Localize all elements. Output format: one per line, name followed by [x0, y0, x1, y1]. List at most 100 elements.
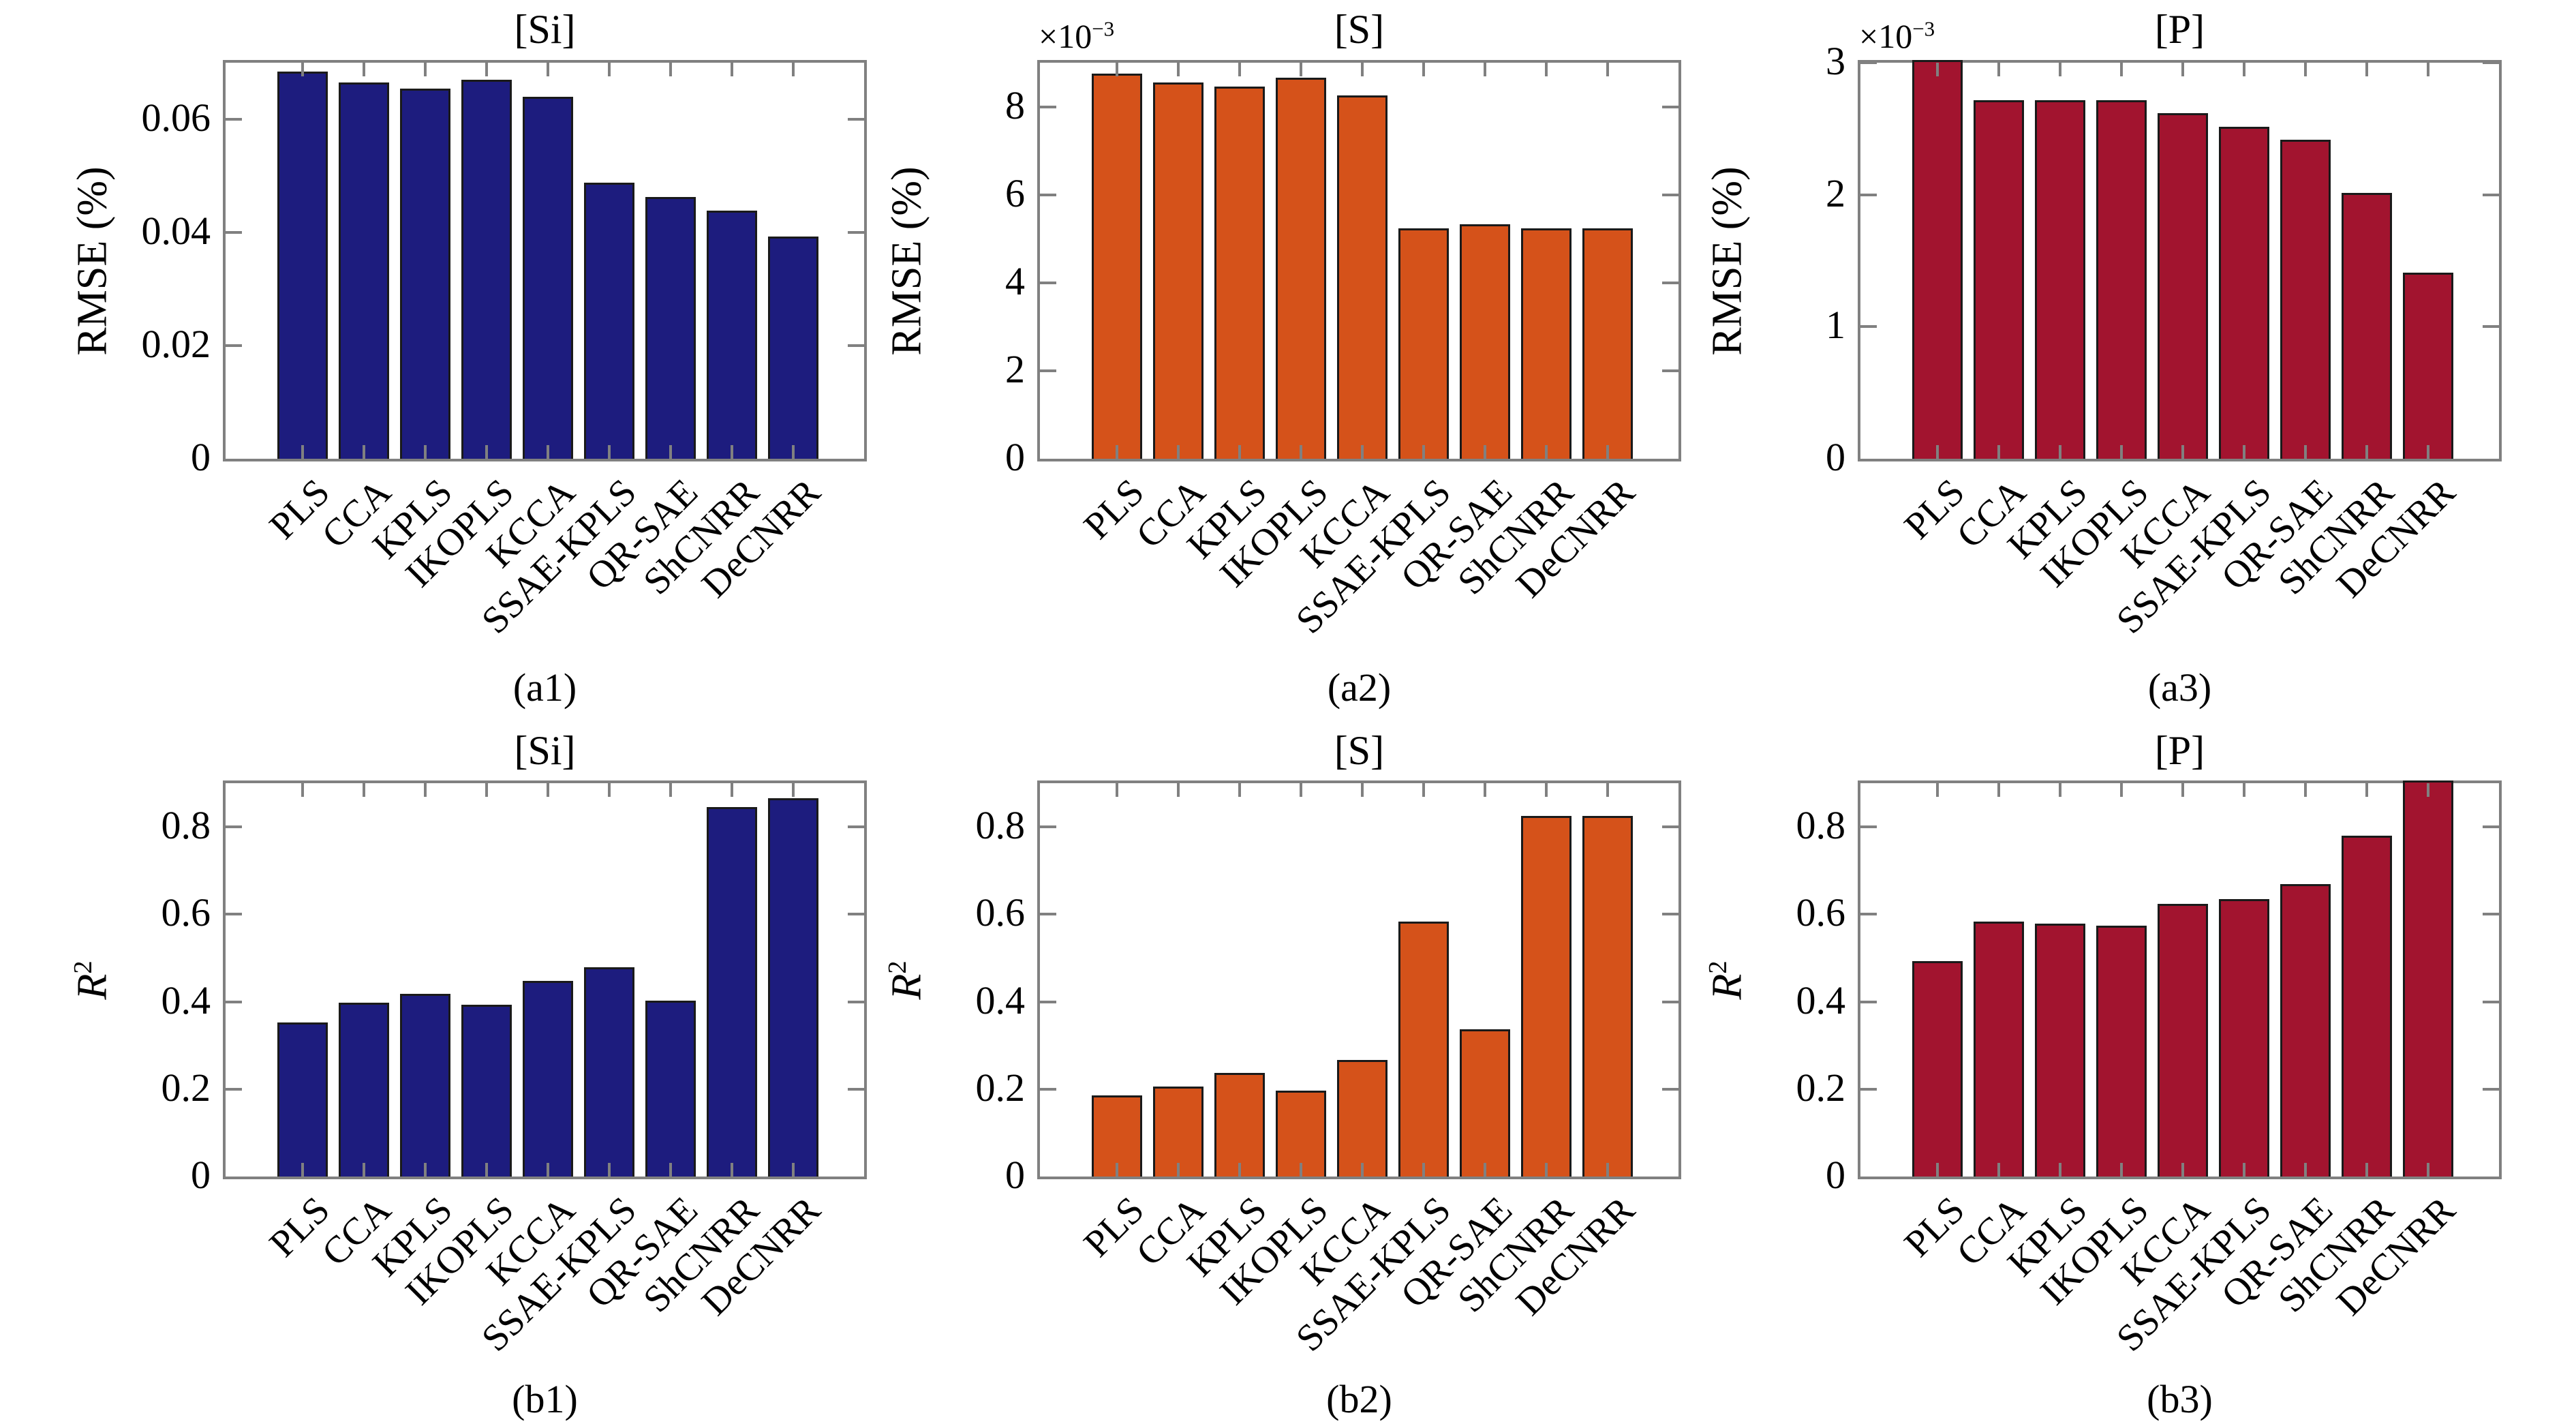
bar-IKOPLS	[2096, 100, 2147, 459]
x-tick-mark	[1997, 783, 2000, 797]
subplot-caption: (a2)	[1327, 665, 1392, 710]
bar-KCCA	[522, 97, 573, 459]
x-tick-mark	[1238, 1163, 1241, 1177]
x-tick-mark	[2242, 445, 2245, 459]
y-tick-label: 1	[1826, 303, 1845, 348]
y-tick-mark	[1040, 105, 1056, 108]
x-tick-mark	[1238, 783, 1241, 797]
bar-IKOPLS	[2096, 926, 2147, 1177]
x-tick-mark	[1422, 1163, 1425, 1177]
y-tick-mark	[1040, 369, 1056, 372]
bar-KCCA	[522, 980, 573, 1177]
x-tick-mark	[2303, 445, 2307, 459]
y-tick-mark	[848, 344, 864, 347]
bar-SSAE-KPLS	[1398, 921, 1449, 1177]
y-tick-mark	[1040, 1000, 1056, 1003]
chart-title: [P]	[2154, 728, 2205, 773]
y-tick-mark	[1860, 193, 1877, 196]
y-tick-mark	[226, 344, 242, 347]
x-tick-mark	[423, 63, 427, 76]
y-tick-mark	[1662, 913, 1678, 916]
bar-KPLS	[2034, 100, 2085, 459]
y-tick-label: 0.8	[161, 803, 211, 848]
x-tick-mark	[2181, 783, 2184, 797]
axis-exponent-label: ×10−3	[1039, 16, 1115, 55]
subplot-caption: (b1)	[512, 1377, 578, 1421]
bar-KCCA	[1336, 95, 1387, 459]
bar-IKOPLS	[461, 1005, 512, 1177]
plot-area	[223, 780, 867, 1179]
bar-KCCA	[1336, 1059, 1387, 1177]
x-tick-mark	[730, 63, 733, 76]
y-tick-label: 0	[1005, 435, 1025, 479]
bar-DeCNRR	[1582, 815, 1633, 1177]
x-tick-mark	[546, 63, 549, 76]
y-tick-label: 0.06	[141, 95, 211, 140]
y-tick-mark	[848, 825, 864, 829]
bar-SSAE-KPLS	[1398, 228, 1449, 459]
x-tick-mark	[1422, 783, 1425, 797]
x-tick-mark	[2119, 783, 2123, 797]
x-tick-mark	[2303, 783, 2307, 797]
y-tick-label: 0.4	[1796, 977, 1846, 1022]
bar-PLS	[1091, 1095, 1142, 1177]
x-tick-mark	[2058, 1163, 2061, 1177]
bar-ShCNRR	[706, 211, 757, 459]
x-tick-mark	[485, 783, 488, 797]
y-tick-mark	[1040, 913, 1056, 916]
y-tick-mark	[2483, 1087, 2499, 1091]
x-tick-mark	[1935, 783, 1939, 797]
x-tick-mark	[2303, 1163, 2307, 1177]
y-tick-mark	[226, 1087, 242, 1091]
x-tick-mark	[607, 1163, 611, 1177]
x-tick-mark	[2365, 1163, 2368, 1177]
bar-CCA	[1973, 921, 2024, 1177]
x-tick-mark	[2058, 63, 2061, 76]
x-tick-mark	[423, 445, 427, 459]
x-tick-mark	[1483, 445, 1486, 459]
x-tick-mark	[669, 63, 672, 76]
x-tick-mark	[1997, 445, 2000, 459]
x-tick-mark	[485, 1163, 488, 1177]
x-tick-mark	[1935, 1163, 1939, 1177]
x-tick-mark	[1176, 1163, 1180, 1177]
y-tick-mark	[1860, 1000, 1877, 1003]
bar-DeCNRR	[767, 237, 818, 459]
y-tick-mark	[848, 1000, 864, 1003]
y-tick-label: 8	[1005, 82, 1025, 127]
x-tick-mark	[1115, 783, 1118, 797]
x-tick-mark	[362, 63, 365, 76]
y-tick-mark	[1860, 1087, 1877, 1091]
y-tick-label: 0	[1826, 435, 1845, 479]
x-tick-mark	[2119, 63, 2123, 76]
x-tick-mark	[2242, 783, 2245, 797]
y-tick-mark	[1040, 825, 1056, 829]
x-tick-mark	[1360, 445, 1364, 459]
y-tick-label: 0.6	[1796, 890, 1846, 935]
x-tick-mark	[791, 1163, 795, 1177]
y-tick-label: 0.4	[161, 977, 211, 1022]
y-tick-mark	[226, 825, 242, 829]
x-tick-mark	[423, 1163, 427, 1177]
x-tick-mark	[1299, 783, 1302, 797]
x-tick-mark	[1115, 1163, 1118, 1177]
bar-CCA	[1152, 1086, 1203, 1177]
bar-QR-SAE	[2280, 140, 2331, 459]
y-tick-mark	[226, 1000, 242, 1003]
x-tick-mark	[2365, 445, 2368, 459]
bar-DeCNRR	[2402, 273, 2453, 459]
plot-area	[223, 60, 867, 461]
bar-KCCA	[2157, 903, 2208, 1177]
y-tick-mark	[1860, 325, 1877, 329]
x-tick-mark	[1544, 63, 1548, 76]
bar-SSAE-KPLS	[2218, 899, 2269, 1177]
y-tick-label: 0	[191, 1153, 211, 1197]
x-tick-mark	[1544, 445, 1548, 459]
x-tick-mark	[1115, 445, 1118, 459]
y-tick-label: 0.6	[975, 890, 1026, 935]
bar-QR-SAE	[1459, 1029, 1510, 1177]
y-tick-label: 0.6	[161, 890, 211, 935]
x-tick-mark	[1238, 63, 1241, 76]
y-tick-mark	[1860, 61, 1877, 64]
x-tick-mark	[301, 63, 304, 76]
